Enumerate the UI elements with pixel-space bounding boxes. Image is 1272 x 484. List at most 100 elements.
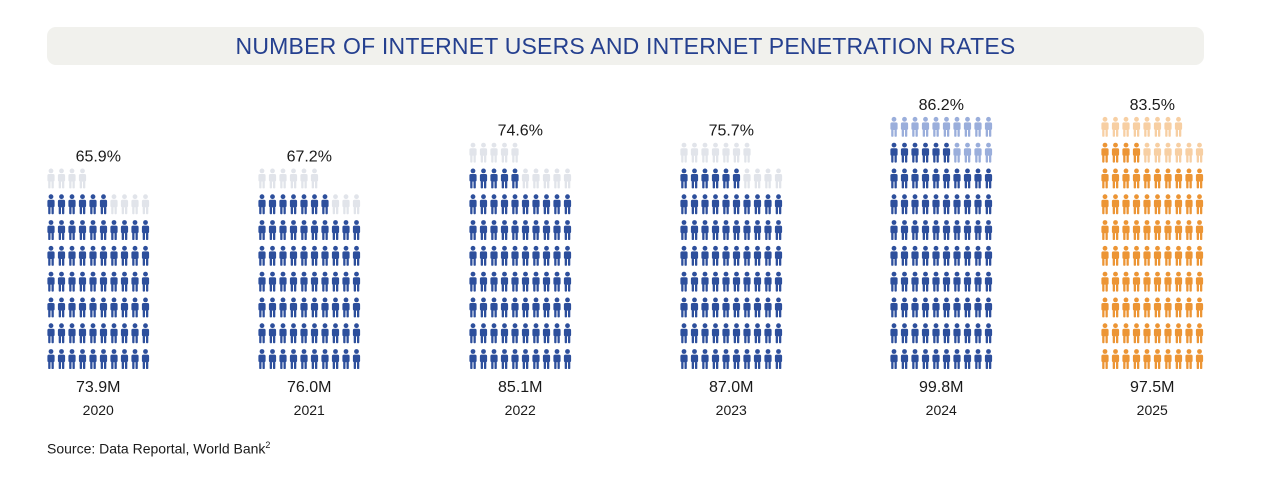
person-icon-filled	[1132, 349, 1141, 369]
person-icon-filled	[921, 323, 930, 344]
person-icon-filled	[1111, 142, 1120, 163]
person-icon-filled	[479, 271, 488, 292]
person-icon-filled	[1195, 220, 1204, 240]
person-icon-filled	[131, 271, 139, 292]
person-icon-empty	[120, 194, 129, 215]
person-icon-filled	[942, 168, 951, 189]
person-icon-filled	[722, 245, 730, 266]
person-icon-filled	[1195, 168, 1204, 189]
person-icon-empty	[342, 194, 350, 215]
person-icon-filled	[310, 349, 319, 369]
person-icon-filled	[342, 297, 350, 318]
person-icon-filled	[57, 194, 66, 215]
person-icon-filled	[701, 194, 709, 215]
person-icon-filled	[890, 245, 898, 266]
person-icon-empty	[732, 142, 741, 163]
person-icon-filled	[258, 271, 266, 292]
person-icon-filled	[1101, 297, 1109, 318]
person-icon-filled	[490, 220, 498, 240]
person-icon-filled	[953, 168, 961, 189]
person-icon-filled	[732, 297, 741, 318]
person-icon-filled	[911, 142, 919, 163]
person-icon-filled	[701, 168, 709, 189]
person-icon-filled	[1122, 142, 1130, 163]
person-icon-filled	[953, 220, 961, 240]
person-icon-filled	[942, 194, 951, 215]
person-icon-empty	[532, 168, 540, 189]
person-icon-filled	[563, 323, 572, 344]
person-icon-empty	[753, 168, 762, 189]
person-icon-filled	[1132, 142, 1141, 163]
person-icon-filled	[732, 271, 741, 292]
person-icon-filled	[732, 194, 741, 215]
person-icon-filled	[743, 349, 751, 369]
person-icon-filled	[68, 245, 76, 266]
person-icon-empty	[542, 168, 551, 189]
person-icon-filled	[963, 194, 972, 215]
person-icon-filled	[268, 194, 277, 215]
person-icon-filled	[921, 168, 930, 189]
person-icon-empty	[500, 142, 509, 163]
person-icon-filled	[900, 245, 909, 266]
person-icon-filled	[352, 349, 361, 369]
person-icon-filled	[141, 323, 150, 344]
person-icon-filled	[1174, 297, 1183, 318]
person-icon-filled	[141, 245, 150, 266]
person-icon-empty	[932, 116, 940, 137]
year-group-2025: 83.5% 97.5M 2025	[1101, 97, 1204, 418]
person-icon-filled	[1164, 220, 1172, 240]
person-icon-filled	[1164, 168, 1172, 189]
person-icon-filled	[732, 168, 741, 189]
person-icon-filled	[279, 271, 287, 292]
person-icon-filled	[753, 194, 762, 215]
person-icon-filled	[722, 323, 730, 344]
person-icon-filled	[722, 349, 730, 369]
person-icon-filled	[300, 194, 308, 215]
person-icon-filled	[279, 297, 287, 318]
person-icon-filled	[511, 349, 519, 369]
person-icon-filled	[690, 220, 699, 240]
person-icon-filled	[963, 245, 972, 266]
person-icon-filled	[984, 323, 993, 344]
person-icon-filled	[99, 271, 108, 292]
person-icon-filled	[321, 349, 329, 369]
person-icon-filled	[120, 349, 129, 369]
person-icon-filled	[690, 168, 699, 189]
person-icon-filled	[711, 220, 720, 240]
person-icon-filled	[563, 220, 572, 240]
person-icon-filled	[890, 271, 898, 292]
person-icon-empty	[1101, 116, 1109, 137]
person-icon-filled	[131, 349, 139, 369]
person-icon-filled	[953, 271, 961, 292]
person-icon-filled	[99, 349, 108, 369]
person-icon-filled	[1111, 349, 1120, 369]
person-icon-filled	[511, 168, 519, 189]
person-icon-empty	[911, 116, 919, 137]
person-icon-filled	[469, 349, 477, 369]
person-icon-filled	[1111, 168, 1120, 189]
person-icon-filled	[942, 142, 951, 163]
person-icon-empty	[942, 116, 951, 137]
person-icon-empty	[1111, 116, 1120, 137]
person-icon-empty	[331, 194, 340, 215]
person-icon-filled	[310, 220, 319, 240]
person-icon-filled	[921, 194, 930, 215]
person-icon-filled	[563, 194, 572, 215]
person-icon-filled	[279, 245, 287, 266]
person-icon-filled	[490, 297, 498, 318]
person-icon-filled	[342, 349, 350, 369]
person-icon-filled	[1122, 245, 1130, 266]
person-icon-filled	[701, 271, 709, 292]
person-icon-filled	[680, 194, 688, 215]
person-icon-filled	[120, 271, 129, 292]
person-icon-empty	[963, 142, 972, 163]
person-icon-filled	[78, 297, 87, 318]
person-icon-filled	[1111, 271, 1120, 292]
person-icon-filled	[963, 323, 972, 344]
person-icon-filled	[1195, 297, 1204, 318]
person-icon-filled	[732, 349, 741, 369]
person-icon-filled	[279, 323, 287, 344]
person-icon-filled	[532, 245, 540, 266]
person-icon-filled	[764, 245, 772, 266]
person-icon-empty	[479, 142, 488, 163]
